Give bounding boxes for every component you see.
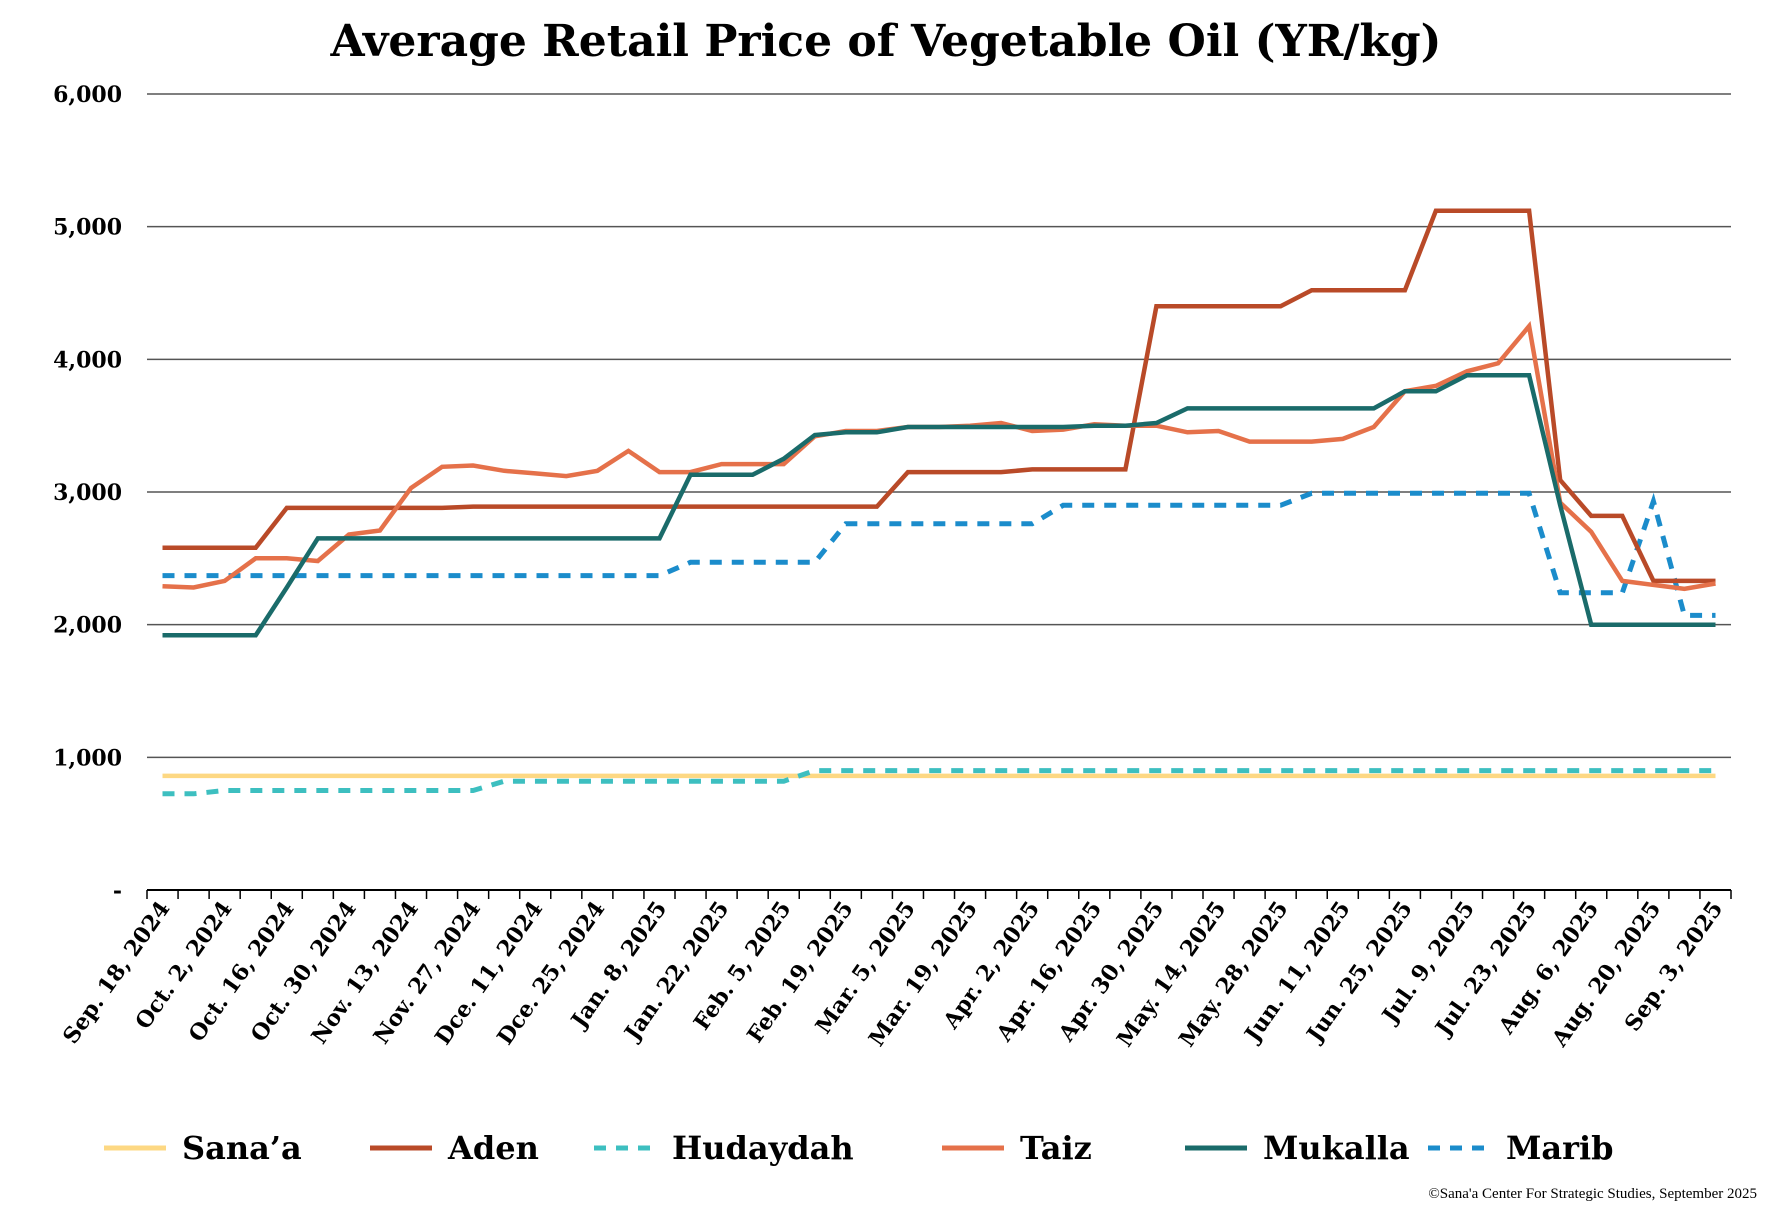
credit-text: ©Sana'a Center For Strategic Studies, Se… xyxy=(1428,1186,1757,1202)
chart-title: Average Retail Price of Vegetable Oil (Y… xyxy=(330,16,1442,67)
series-line-mukalla xyxy=(162,373,1716,638)
legend-item: Sana’a xyxy=(104,1129,302,1167)
legend-item: Mukalla xyxy=(1185,1129,1410,1167)
series-line-aden xyxy=(162,208,1716,584)
legend-item: Marib xyxy=(1428,1129,1614,1167)
y-tick-label: 4,000 xyxy=(53,347,122,373)
x-tick-label: Mar. 19, 2025 xyxy=(864,897,983,1052)
y-tick-label: 1,000 xyxy=(53,745,122,771)
series-line-taiz xyxy=(162,321,1716,592)
series-line-hudaydah xyxy=(162,768,1716,797)
legend-label: Sana’a xyxy=(182,1129,302,1167)
y-tick-label: 5,000 xyxy=(53,215,122,241)
legend-label: Marib xyxy=(1506,1129,1614,1167)
y-tick-label: - xyxy=(113,878,122,904)
legend-item: Taiz xyxy=(942,1129,1092,1167)
y-tick-label: 6,000 xyxy=(53,82,122,108)
legend-item: Hudaydah xyxy=(594,1129,854,1167)
legend-label: Hudaydah xyxy=(672,1129,854,1167)
legend-label: Mukalla xyxy=(1263,1129,1410,1167)
legend: Sana’a Aden Hudaydah Taiz Mukalla Marib xyxy=(104,1129,1614,1167)
x-tick-label: Aug. 20, 2025 xyxy=(1546,897,1666,1053)
y-axis-ticks: - 1,000 2,000 3,000 4,000 5,000 6,000 xyxy=(53,82,122,904)
x-tick-label: May. 14, 2025 xyxy=(1112,897,1232,1052)
x-tick-label: Sep. 18, 2024 xyxy=(58,897,176,1049)
legend-label: Taiz xyxy=(1020,1129,1092,1167)
x-tick-label: May. 28, 2025 xyxy=(1174,897,1294,1052)
series-lines xyxy=(162,208,1716,797)
y-tick-label: 2,000 xyxy=(53,613,122,639)
series-line-marib xyxy=(162,490,1716,618)
y-tick-label: 3,000 xyxy=(53,480,122,506)
gridlines xyxy=(147,93,1731,759)
legend-item: Aden xyxy=(370,1129,539,1167)
legend-label: Aden xyxy=(447,1129,539,1167)
